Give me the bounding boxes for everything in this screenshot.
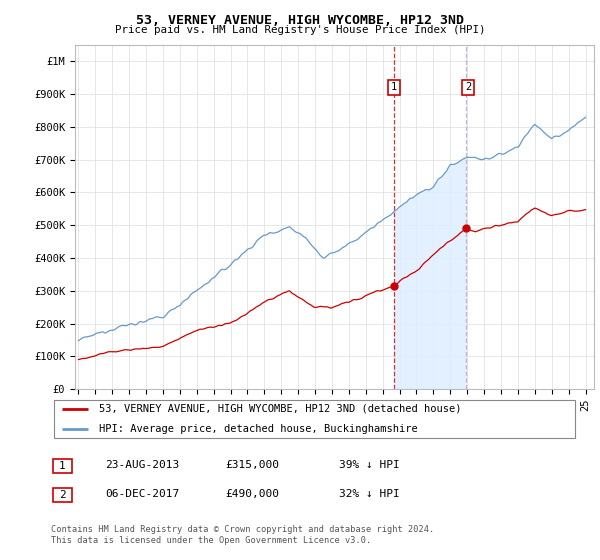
- Text: 53, VERNEY AVENUE, HIGH WYCOMBE, HP12 3ND (detached house): 53, VERNEY AVENUE, HIGH WYCOMBE, HP12 3N…: [98, 404, 461, 414]
- Text: Price paid vs. HM Land Registry's House Price Index (HPI): Price paid vs. HM Land Registry's House …: [115, 25, 485, 35]
- Text: £315,000: £315,000: [225, 460, 279, 470]
- Text: 53, VERNEY AVENUE, HIGH WYCOMBE, HP12 3ND: 53, VERNEY AVENUE, HIGH WYCOMBE, HP12 3N…: [136, 14, 464, 27]
- Text: 06-DEC-2017: 06-DEC-2017: [105, 489, 179, 499]
- FancyBboxPatch shape: [53, 459, 72, 473]
- Text: 32% ↓ HPI: 32% ↓ HPI: [339, 489, 400, 499]
- Text: £490,000: £490,000: [225, 489, 279, 499]
- Text: 2: 2: [59, 490, 66, 500]
- Text: HPI: Average price, detached house, Buckinghamshire: HPI: Average price, detached house, Buck…: [98, 424, 417, 434]
- FancyBboxPatch shape: [53, 488, 72, 502]
- Text: 23-AUG-2013: 23-AUG-2013: [105, 460, 179, 470]
- FancyBboxPatch shape: [53, 400, 575, 437]
- Text: 39% ↓ HPI: 39% ↓ HPI: [339, 460, 400, 470]
- Text: 2: 2: [465, 82, 472, 92]
- Text: 1: 1: [391, 82, 397, 92]
- Text: Contains HM Land Registry data © Crown copyright and database right 2024.
This d: Contains HM Land Registry data © Crown c…: [51, 525, 434, 545]
- Text: 1: 1: [59, 461, 66, 471]
